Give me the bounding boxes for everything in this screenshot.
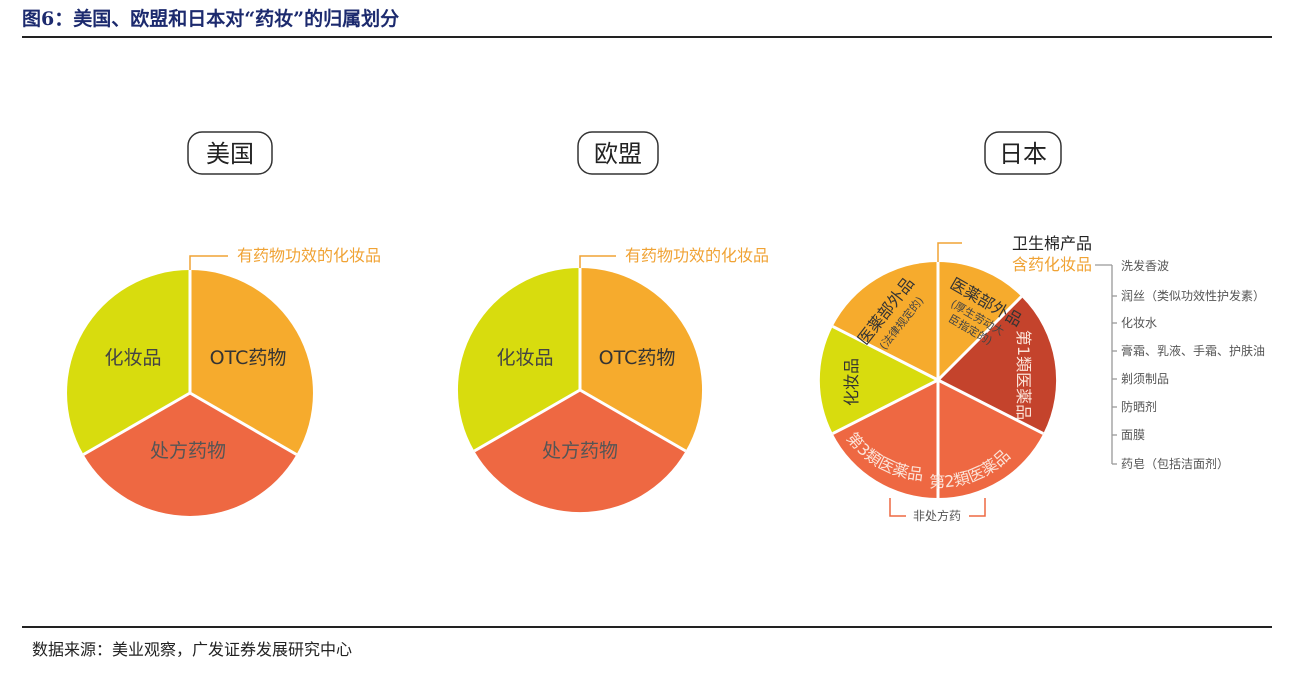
usa-heading: 美国	[206, 140, 254, 168]
comparison-diagram: 美国 OTC药物 处方药物 化妆品 有药物功效的化妆品 欧盟 OTC药物 处方药…	[67, 131, 1265, 523]
usa-otc-slice	[190, 270, 313, 455]
eu-callout-line	[579, 255, 616, 268]
japan-cosmetics-label: 化妆品	[842, 358, 861, 406]
japan-heading-box	[984, 131, 1062, 175]
eu-otc-label: OTC药物	[599, 347, 676, 369]
usa-callout: 有药物功效的化妆品	[237, 246, 381, 265]
japan-class1-label: 第1類医薬品	[1014, 330, 1033, 420]
eu-callout: 有药物功效的化妆品	[625, 246, 769, 265]
japan-list-bracket	[1095, 264, 1117, 465]
list-item: 剃须制品	[1121, 372, 1169, 386]
eu-heading: 欧盟	[594, 140, 642, 168]
usa-cosmetics-slice	[67, 270, 190, 455]
usa-heading-box	[187, 131, 273, 175]
usa-panel: 美国 OTC药物 处方药物 化妆品 有药物功效的化妆品	[67, 131, 381, 516]
eu-panel: 欧盟 OTC药物 处方药物 化妆品 有药物功效的化妆品	[457, 131, 769, 513]
japan-quasi-drug-b-slice	[938, 262, 1022, 380]
japan-top-label-1: 卫生棉产品	[1012, 234, 1092, 253]
usa-callout-line	[189, 255, 228, 270]
usa-rx-label: 处方药物	[150, 440, 226, 462]
japan-cosmetics-list: 洗发香波 润丝（类似功效性护发素） 化妆水 膏霜、乳液、手霜、护肤油 剃须制品 …	[1121, 258, 1265, 471]
japan-heading: 日本	[999, 140, 1047, 168]
japan-panel: 日本 医薬部外品 (法律规定的) 医薬部外品 (厚生劳动大 臣指定的) 第1類医…	[819, 131, 1265, 523]
source-note: 数据来源：美业观察，广发证券发展研究中心	[32, 640, 353, 659]
japan-quasi-drug-a-slice	[832, 261, 938, 380]
japan-non-rx-bracket: 非处方药	[889, 498, 986, 523]
usa-otc-label: OTC药物	[210, 347, 287, 369]
japan-cosmetics-slice	[819, 326, 938, 434]
list-item: 药皂（包括洁面剂）	[1121, 456, 1229, 471]
eu-cosmetics-slice	[457, 268, 580, 451]
list-item: 洗发香波	[1121, 258, 1169, 273]
eu-cosmetics-label: 化妆品	[496, 347, 553, 369]
figure-title: 图6：美国、欧盟和日本对“药妆”的归属划分	[22, 8, 400, 30]
eu-dividers	[473, 268, 687, 453]
japan-top-callout-line	[937, 242, 962, 262]
japan-top-label-2: 含药化妆品	[1012, 255, 1092, 274]
title-rule	[22, 36, 1272, 38]
eu-rx-label: 处方药物	[542, 440, 618, 462]
japan-class2-slice	[938, 380, 1044, 499]
usa-rx-slice	[83, 393, 297, 516]
japan-dividers	[832, 262, 1044, 498]
usa-cosmetics-label: 化妆品	[104, 347, 161, 369]
list-item: 膏霜、乳液、手霜、护肤油	[1121, 343, 1265, 358]
usa-dividers	[82, 270, 298, 456]
list-item: 面膜	[1121, 428, 1145, 442]
list-item: 防晒剂	[1121, 399, 1157, 414]
source-rule	[22, 626, 1272, 628]
list-item: 化妆水	[1121, 316, 1157, 330]
japan-non-rx-label: 非处方药	[913, 508, 961, 523]
list-item: 润丝（类似功效性护发素）	[1121, 288, 1265, 303]
japan-class3-slice	[832, 380, 938, 499]
eu-otc-slice	[580, 268, 703, 451]
eu-heading-box	[577, 131, 659, 175]
japan-class1-slice	[938, 296, 1057, 434]
